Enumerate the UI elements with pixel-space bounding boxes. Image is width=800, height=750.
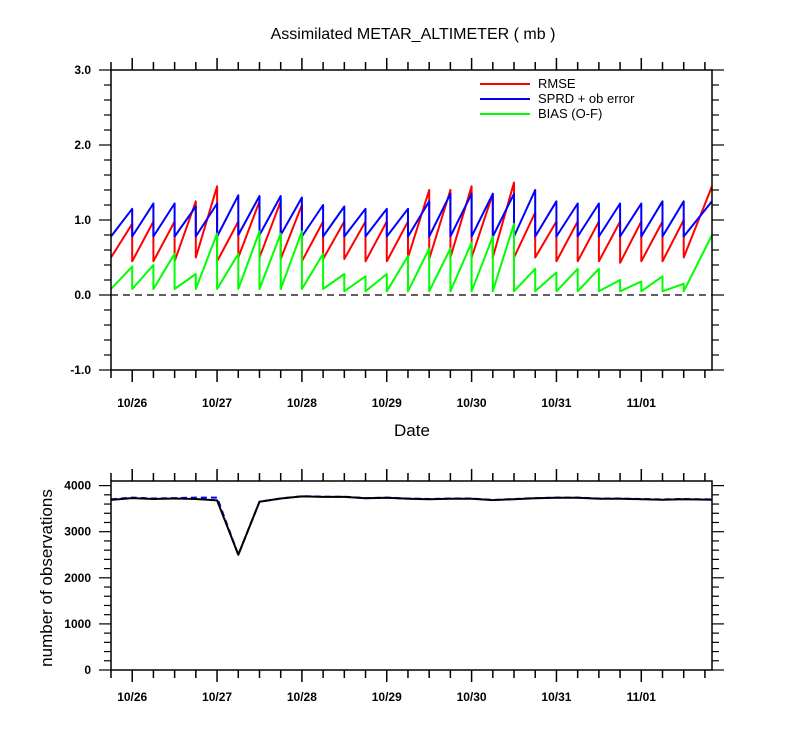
x-tick-label: 10/26 bbox=[117, 690, 147, 704]
y-tick-label: 4000 bbox=[64, 479, 91, 493]
series-line-bias-o-f bbox=[110, 222, 713, 293]
x-axis-ticks bbox=[110, 469, 706, 682]
y-tick-label: 0 bbox=[84, 663, 91, 677]
legend-entry: RMSE bbox=[538, 76, 576, 91]
x-tick-label: 10/29 bbox=[372, 690, 402, 704]
series-line-obs-0 bbox=[110, 495, 713, 556]
y-tick-label: -1.0 bbox=[70, 363, 91, 377]
x-tick-label: 11/01 bbox=[627, 690, 657, 704]
x-tick-label: 10/28 bbox=[287, 396, 317, 410]
x-axis-title: Date bbox=[394, 421, 430, 440]
plot-frame bbox=[110, 480, 713, 671]
x-tick-label: 10/30 bbox=[457, 690, 487, 704]
y-tick-label: 2000 bbox=[64, 571, 91, 585]
chart-title: Assimilated METAR_ALTIMETER ( mb ) bbox=[271, 26, 556, 43]
y-tick-label: 1000 bbox=[64, 617, 91, 631]
top-plot-area: 10/26 10/27 10/28 10/29 10/30 10/31 11/01 -1.0 0… bbox=[70, 58, 724, 410]
x-tick-label: 10/31 bbox=[541, 396, 571, 410]
y-tick-label: 0.0 bbox=[74, 288, 91, 302]
plot-frame bbox=[110, 69, 713, 371]
legend-entry: SPRD + ob error bbox=[538, 91, 635, 106]
x-tick-label: 10/30 bbox=[457, 396, 487, 410]
x-tick-label: 10/31 bbox=[541, 690, 571, 704]
y-tick-label: 1.0 bbox=[74, 213, 91, 227]
legend-entry: BIAS (O-F) bbox=[538, 106, 602, 121]
y-axis-title-observations: number of observations bbox=[37, 489, 56, 667]
x-tick-label: 10/26 bbox=[117, 396, 147, 410]
x-tick-label: 11/01 bbox=[627, 396, 657, 410]
series-line-rmse bbox=[110, 181, 713, 264]
y-tick-label: 3.0 bbox=[74, 63, 91, 77]
y-tick-label: 2.0 bbox=[74, 138, 91, 152]
y-axis-ticks bbox=[99, 69, 724, 371]
series-line-obs-1 bbox=[110, 495, 713, 556]
y-tick-label: 3000 bbox=[64, 525, 91, 539]
bottom-plot-area: 10/26 10/27 10/28 10/29 10/30 10/31 11/01 0 1000… bbox=[64, 469, 724, 704]
series-line-sprd-ob-error bbox=[110, 189, 713, 238]
x-tick-label: 10/29 bbox=[372, 396, 402, 410]
x-tick-label: 10/28 bbox=[287, 690, 317, 704]
x-tick-label: 10/27 bbox=[202, 690, 232, 704]
x-tick-label: 10/27 bbox=[202, 396, 232, 410]
y-axis-ticks bbox=[99, 485, 724, 671]
x-axis-ticks bbox=[110, 58, 706, 382]
